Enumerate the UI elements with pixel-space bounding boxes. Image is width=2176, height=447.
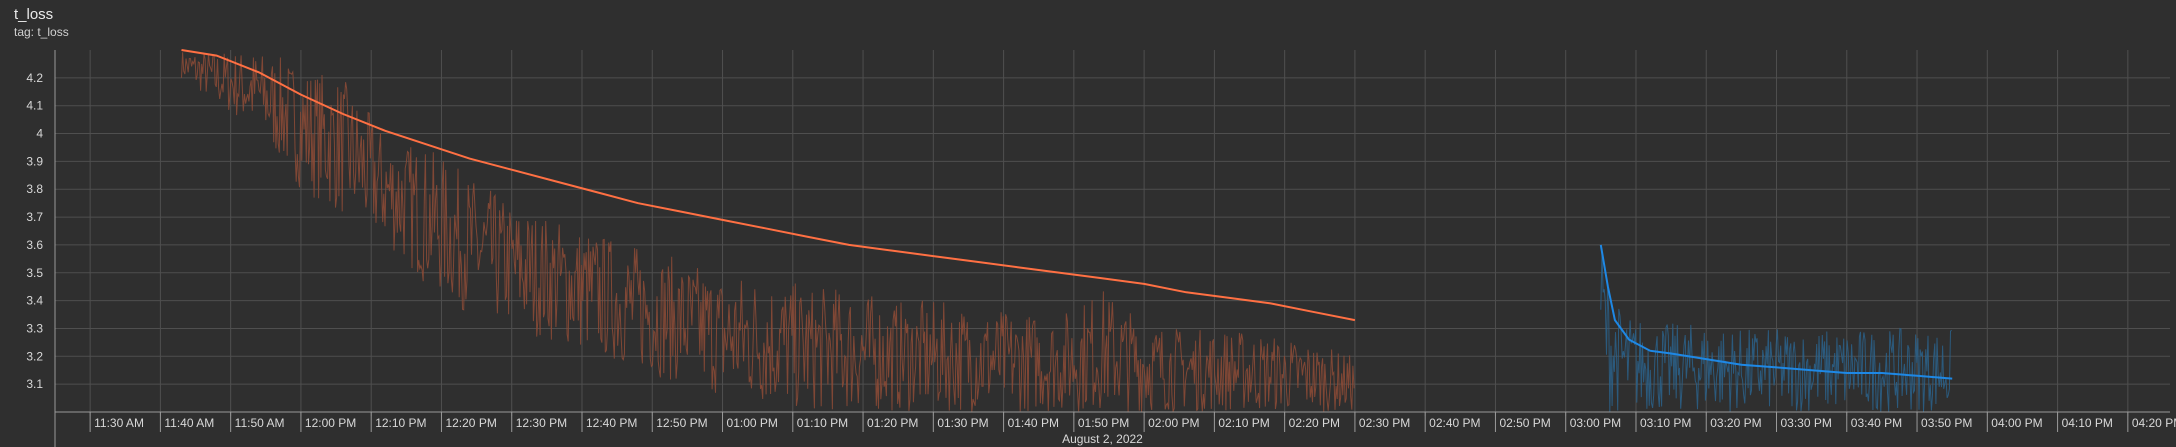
x-tick-label: 02:00 PM xyxy=(1148,416,1199,430)
x-tick-label: 02:50 PM xyxy=(1499,416,1550,430)
raw-series-1 xyxy=(1600,249,1952,413)
x-tick-label: 01:30 PM xyxy=(937,416,988,430)
x-tick-label: 03:50 PM xyxy=(1921,416,1972,430)
x-tick-label: 02:20 PM xyxy=(1289,416,1340,430)
x-tick-label: 02:40 PM xyxy=(1429,416,1480,430)
x-tick-label: 04:20 PM xyxy=(2132,416,2176,430)
x-tick-label: 04:10 PM xyxy=(2062,416,2113,430)
y-tick-label: 3.6 xyxy=(26,238,43,252)
chart-tag-subtitle: tag: t_loss xyxy=(14,25,69,39)
x-tick-label: 02:10 PM xyxy=(1218,416,1269,430)
x-tick-label: 11:50 AM xyxy=(235,416,285,430)
smoothed-series-0 xyxy=(181,49,1356,322)
y-tick-label: 3.9 xyxy=(26,154,43,168)
x-tick-label: 03:30 PM xyxy=(1781,416,1832,430)
grid-layer xyxy=(55,50,2170,416)
x-tick-label: 02:30 PM xyxy=(1359,416,1410,430)
y-tick-label: 3.8 xyxy=(26,182,43,196)
x-tick-label: 01:40 PM xyxy=(1008,416,1059,430)
x-tick-label: 01:20 PM xyxy=(867,416,918,430)
x-tick-label: 03:20 PM xyxy=(1710,416,1761,430)
y-tick-label: 3.2 xyxy=(26,349,43,363)
x-tick-label: 04:00 PM xyxy=(1991,416,2042,430)
x-tick-label: 01:10 PM xyxy=(797,416,848,430)
x-tick-label: 03:00 PM xyxy=(1570,416,1621,430)
y-tick-label: 4 xyxy=(36,127,43,141)
x-axis-label: August 2, 2022 xyxy=(1062,432,1143,446)
axis-layer: 3.1 3.2 3.3 3.4 3.5 3.6 3.7 3.8 3.9 4 4.1 4.2 11:30 … xyxy=(26,50,2176,447)
x-tick-label: 03:40 PM xyxy=(1851,416,1902,430)
x-tick-label: 12:10 PM xyxy=(375,416,426,430)
smoothed-series-layer xyxy=(181,49,1953,380)
x-tick-label: 12:00 PM xyxy=(305,416,356,430)
x-tick-label: 11:30 AM xyxy=(94,416,144,430)
y-tick-label: 4.1 xyxy=(26,99,43,113)
x-tick-label: 11:40 AM xyxy=(164,416,214,430)
y-tick-label: 4.2 xyxy=(26,71,43,85)
x-tick-label: 01:00 PM xyxy=(727,416,778,430)
y-tick-label: 3.1 xyxy=(26,377,43,391)
x-tick-label: 12:20 PM xyxy=(445,416,496,430)
x-tick-label: 03:10 PM xyxy=(1640,416,1691,430)
raw-series-layer xyxy=(181,52,1952,413)
x-tick-label: 01:50 PM xyxy=(1078,416,1129,430)
x-tick-label: 12:50 PM xyxy=(656,416,707,430)
y-tick-label: 3.3 xyxy=(26,321,43,335)
y-tick-label: 3.7 xyxy=(26,210,43,224)
x-tick-label: 12:30 PM xyxy=(516,416,567,430)
y-tick-label: 3.5 xyxy=(26,266,43,280)
y-tick-label: 3.4 xyxy=(26,294,43,308)
chart-title: t_loss xyxy=(14,6,54,23)
smoothed-series-1 xyxy=(1599,244,1953,380)
x-tick-label: 12:40 PM xyxy=(586,416,637,430)
raw-series-0 xyxy=(181,52,1355,413)
